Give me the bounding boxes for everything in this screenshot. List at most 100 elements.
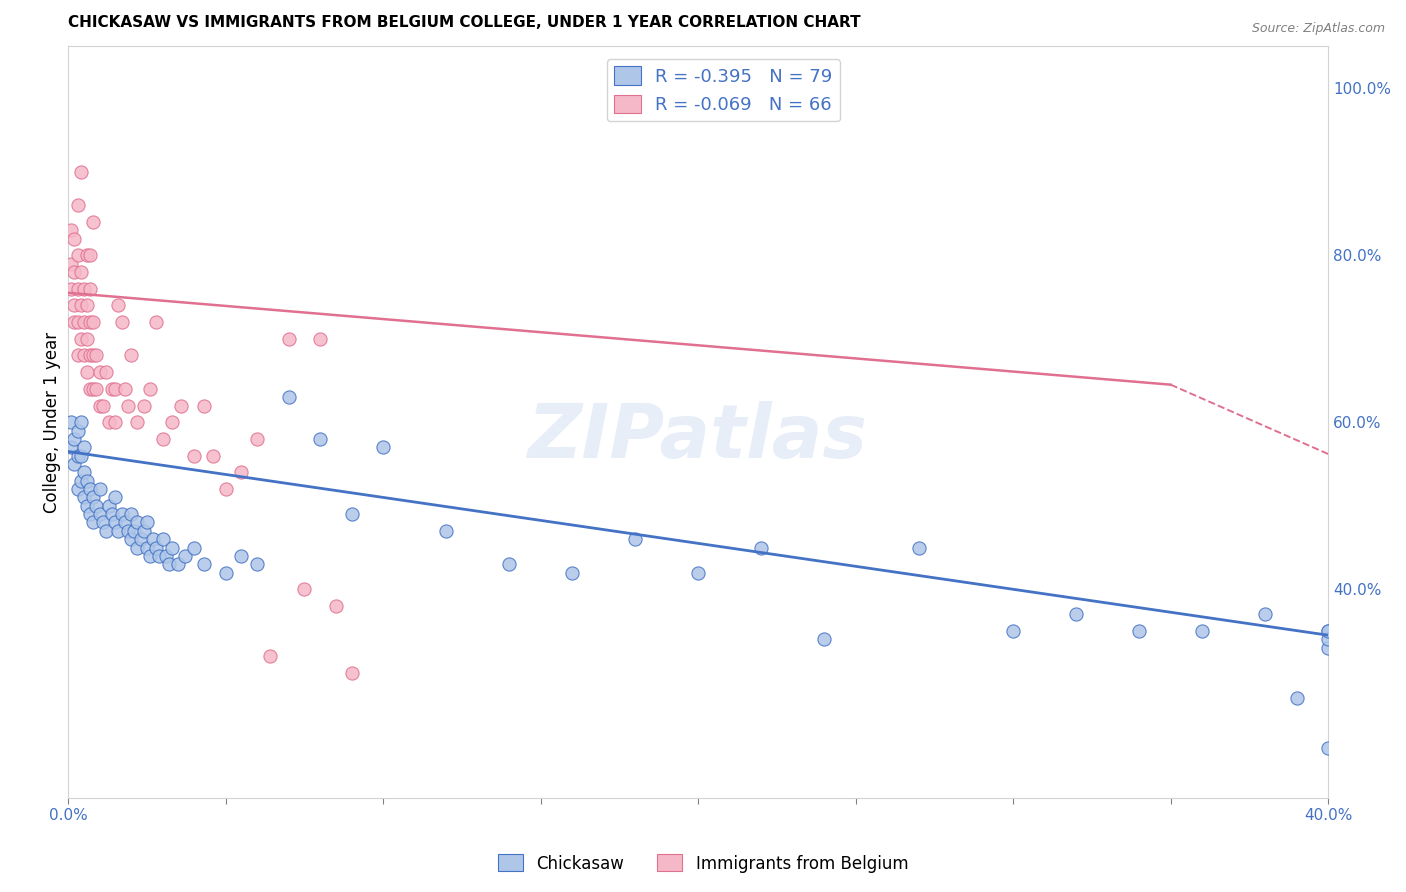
Point [107, 524, 129, 538]
Point [69, 474, 91, 488]
Point [1064, 607, 1087, 622]
Point [101, 507, 124, 521]
Point [76, 474, 98, 488]
Point [173, 549, 195, 563]
Point [60, 415, 83, 429]
Point [107, 298, 129, 312]
Point [79, 482, 101, 496]
Point [89, 482, 111, 496]
Point [82, 348, 104, 362]
Point [160, 541, 183, 555]
Point [201, 449, 224, 463]
Point [82, 382, 104, 396]
Point [94, 365, 117, 379]
Point [142, 532, 165, 546]
Point [117, 399, 139, 413]
Text: Source: ZipAtlas.com: Source: ZipAtlas.com [1251, 22, 1385, 36]
Point [1128, 624, 1150, 638]
Point [246, 432, 269, 446]
Point [127, 516, 149, 530]
Point [277, 390, 299, 404]
Point [231, 549, 253, 563]
Point [1002, 624, 1025, 638]
Point [73, 491, 96, 505]
Point [292, 582, 315, 597]
Point [122, 524, 145, 538]
Point [66, 424, 89, 438]
Point [66, 198, 89, 212]
Point [63, 231, 86, 245]
Point [104, 382, 127, 396]
Point [76, 248, 98, 262]
Point [340, 507, 363, 521]
Point [117, 524, 139, 538]
Point [66, 348, 89, 362]
Point [73, 440, 96, 454]
Point [340, 665, 363, 680]
Point [114, 382, 136, 396]
Point [498, 558, 520, 572]
Point [170, 399, 193, 413]
Point [63, 315, 86, 329]
Point [148, 549, 170, 563]
Point [309, 332, 332, 346]
Point [157, 558, 180, 572]
Point [1317, 632, 1340, 647]
Point [89, 365, 111, 379]
Point [139, 382, 162, 396]
Point [73, 348, 96, 362]
Point [66, 315, 89, 329]
Point [76, 499, 98, 513]
Point [69, 415, 91, 429]
Point [73, 282, 96, 296]
Point [749, 541, 772, 555]
Point [60, 282, 83, 296]
Point [214, 482, 236, 496]
Point [813, 632, 835, 647]
Point [82, 491, 104, 505]
Point [82, 516, 104, 530]
Point [1317, 624, 1340, 638]
Point [183, 541, 205, 555]
Point [1317, 640, 1340, 655]
Point [231, 466, 253, 480]
Point [98, 415, 121, 429]
Point [69, 165, 91, 179]
Point [86, 382, 108, 396]
Point [434, 524, 457, 538]
Legend: R = -0.395   N = 79, R = -0.069   N = 66: R = -0.395 N = 79, R = -0.069 N = 66 [607, 59, 839, 121]
Point [139, 549, 162, 563]
Point [104, 516, 127, 530]
Point [152, 432, 174, 446]
Point [155, 549, 177, 563]
Point [73, 315, 96, 329]
Point [1254, 607, 1277, 622]
Point [120, 348, 142, 362]
Point [132, 399, 155, 413]
Point [129, 532, 152, 546]
Point [66, 482, 89, 496]
Y-axis label: College, Under 1 year: College, Under 1 year [44, 332, 60, 513]
Point [132, 524, 155, 538]
Point [60, 440, 83, 454]
Point [82, 315, 104, 329]
Point [110, 315, 132, 329]
Point [76, 332, 98, 346]
Point [60, 256, 83, 270]
Point [309, 432, 332, 446]
Legend: Chickasaw, Immigrants from Belgium: Chickasaw, Immigrants from Belgium [491, 847, 915, 880]
Point [86, 348, 108, 362]
Point [325, 599, 347, 613]
Point [66, 282, 89, 296]
Point [69, 265, 91, 279]
Point [82, 215, 104, 229]
Point [193, 399, 215, 413]
Point [193, 558, 215, 572]
Point [79, 507, 101, 521]
Point [114, 516, 136, 530]
Point [246, 558, 269, 572]
Point [1285, 690, 1308, 705]
Point [688, 566, 710, 580]
Point [101, 382, 124, 396]
Point [79, 348, 101, 362]
